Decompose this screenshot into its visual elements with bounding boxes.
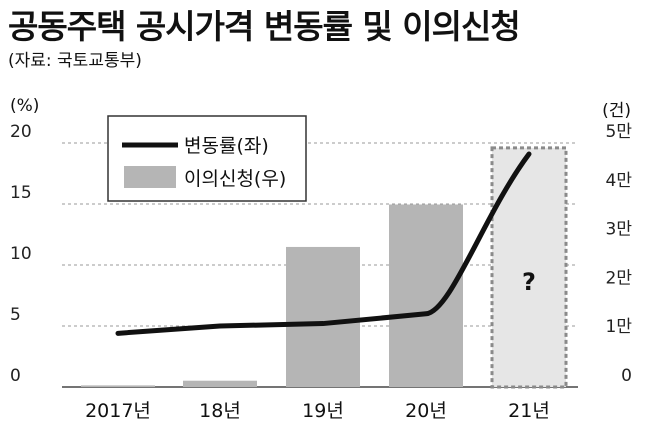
bar-4	[389, 204, 463, 387]
x-tick-label: 21년	[508, 400, 550, 422]
left-tick-label: 10	[10, 244, 32, 264]
left-tick-label: 20	[10, 122, 32, 142]
legend-bar-label: 이의신청(우)	[184, 168, 286, 190]
bar-2	[183, 380, 257, 387]
right-tick-label: 3만	[606, 220, 633, 240]
left-tick-label: 15	[10, 183, 32, 203]
chart-title: 공동주택 공시가격 변동률 및 이의신청	[8, 7, 521, 46]
right-tick-label: 2만	[606, 268, 633, 288]
left-tick-label: 5	[10, 305, 21, 325]
x-tick-label: 19년	[302, 400, 344, 422]
x-tick-label: 18년	[199, 400, 241, 422]
left-tick-label: 0	[10, 366, 21, 386]
right-tick-label: 0	[621, 366, 632, 386]
chart-source: (자료: 국토교통부)	[8, 51, 142, 71]
unknown-bar-label: ?	[522, 268, 536, 296]
right-tick-label: 1만	[606, 317, 633, 337]
bar-1	[81, 385, 155, 387]
right-tick-label: 5만	[606, 122, 633, 142]
rate-line	[115, 151, 532, 336]
legend-line-label: 변동률(좌)	[184, 135, 269, 157]
right-axis-unit: (건)	[602, 101, 631, 121]
right-tick-label: 4만	[606, 171, 633, 191]
x-tick-label: 20년	[405, 400, 447, 422]
left-axis-unit: (%)	[10, 96, 40, 116]
bar-3	[286, 246, 360, 387]
x-tick-label: 2017년	[85, 400, 151, 422]
legend-bar-swatch	[124, 166, 176, 188]
